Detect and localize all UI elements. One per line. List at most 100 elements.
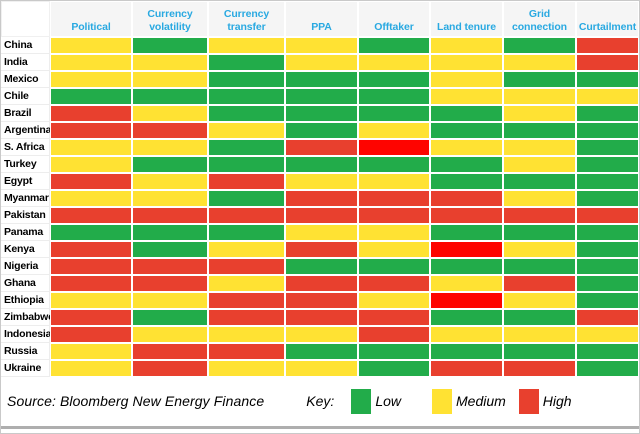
row-label: Pakistan	[1, 207, 50, 224]
risk-cell	[358, 275, 430, 292]
risk-cell	[132, 54, 208, 71]
risk-cell	[285, 207, 358, 224]
risk-cell	[50, 37, 132, 54]
risk-cell	[358, 360, 430, 377]
risk-cell	[285, 190, 358, 207]
row-label: Chile	[1, 88, 50, 105]
risk-cell	[132, 37, 208, 54]
risk-cell	[503, 309, 576, 326]
risk-cell	[503, 241, 576, 258]
legend-swatch-high	[518, 388, 539, 414]
risk-cell	[576, 173, 639, 190]
risk-cell	[208, 71, 285, 88]
risk-cell	[358, 309, 430, 326]
risk-cell	[132, 156, 208, 173]
row-label: S. Africa	[1, 139, 50, 156]
risk-cell	[50, 343, 132, 360]
risk-cell	[132, 258, 208, 275]
row-label: Kenya	[1, 241, 50, 258]
risk-cell	[358, 156, 430, 173]
risk-cell	[50, 173, 132, 190]
risk-cell	[132, 71, 208, 88]
risk-cell	[430, 122, 503, 139]
risk-cell	[50, 54, 132, 71]
risk-cell	[576, 71, 639, 88]
risk-cell	[132, 326, 208, 343]
risk-cell	[208, 105, 285, 122]
risk-cell	[576, 343, 639, 360]
risk-cell	[50, 105, 132, 122]
risk-cell	[503, 190, 576, 207]
risk-cell	[285, 224, 358, 241]
risk-cell	[285, 88, 358, 105]
risk-cell	[208, 326, 285, 343]
risk-cell	[132, 241, 208, 258]
risk-cell	[208, 156, 285, 173]
risk-cell	[430, 360, 503, 377]
risk-cell	[132, 360, 208, 377]
risk-cell	[358, 54, 430, 71]
risk-cell	[576, 309, 639, 326]
legend-label: Medium	[456, 393, 506, 409]
legend-label: High	[542, 393, 572, 409]
risk-cell	[208, 224, 285, 241]
risk-cell	[285, 156, 358, 173]
risk-cell	[132, 122, 208, 139]
source-note: Source: Bloomberg New Energy Finance	[7, 393, 265, 409]
risk-cell	[576, 88, 639, 105]
risk-cell	[430, 105, 503, 122]
risk-cell	[50, 122, 132, 139]
risk-cell	[285, 275, 358, 292]
risk-cell	[503, 88, 576, 105]
risk-cell	[576, 54, 639, 71]
risk-cell	[208, 275, 285, 292]
risk-cell	[208, 207, 285, 224]
row-label: Egypt	[1, 173, 50, 190]
risk-cell	[132, 173, 208, 190]
risk-cell	[430, 139, 503, 156]
column-header: Currency volatility	[132, 1, 208, 37]
risk-cell	[50, 275, 132, 292]
risk-cell	[208, 258, 285, 275]
risk-cell	[208, 343, 285, 360]
column-header: Curtailment	[576, 1, 639, 37]
risk-cell	[132, 105, 208, 122]
column-header: Currency transfer	[208, 1, 285, 37]
risk-cell	[430, 88, 503, 105]
risk-cell	[285, 71, 358, 88]
risk-cell	[430, 292, 503, 309]
risk-cell	[503, 71, 576, 88]
risk-cell	[208, 241, 285, 258]
row-label: Indonesia	[1, 326, 51, 343]
risk-cell	[503, 139, 576, 156]
figure-footer: Source: Bloomberg New Energy Finance Key…	[1, 379, 639, 423]
risk-cell	[50, 309, 132, 326]
row-label: Turkey	[1, 156, 50, 173]
legend-item: Low	[351, 388, 401, 414]
risk-cell	[503, 258, 576, 275]
row-label: Ethiopia	[1, 292, 50, 309]
row-label: Ghana	[1, 275, 50, 292]
risk-cell	[576, 37, 639, 54]
risk-cell	[358, 326, 430, 343]
risk-cell	[208, 360, 285, 377]
risk-cell	[430, 241, 503, 258]
risk-cell	[576, 156, 639, 173]
risk-cell	[430, 71, 503, 88]
risk-cell	[285, 360, 358, 377]
risk-cell	[430, 173, 503, 190]
risk-cell	[285, 173, 358, 190]
risk-cell	[503, 292, 576, 309]
risk-cell	[208, 173, 285, 190]
risk-cell	[208, 88, 285, 105]
risk-cell	[358, 343, 430, 360]
risk-cell	[285, 122, 358, 139]
risk-cell	[285, 105, 358, 122]
bottom-rule	[1, 426, 639, 429]
risk-cell	[430, 207, 503, 224]
risk-cell	[358, 122, 430, 139]
risk-cell	[576, 224, 639, 241]
risk-cell	[50, 224, 132, 241]
risk-cell	[50, 190, 132, 207]
